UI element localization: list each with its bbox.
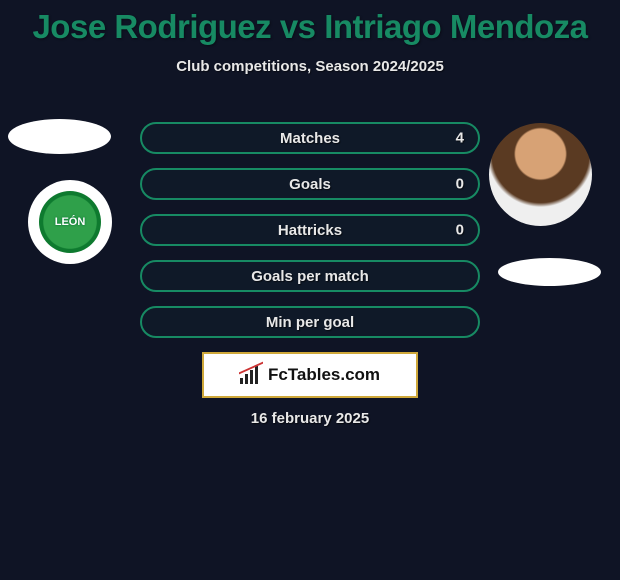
stat-row-hattricks: Hattricks 0	[140, 214, 480, 246]
bar-chart-icon	[240, 366, 262, 384]
page-subtitle: Club competitions, Season 2024/2025	[0, 58, 620, 75]
stat-right-value: 0	[456, 176, 464, 193]
stat-label: Min per goal	[266, 314, 354, 331]
attribution-text: FcTables.com	[268, 365, 380, 385]
player-right-avatar	[489, 123, 592, 226]
stat-row-goals-per-match: Goals per match	[140, 260, 480, 292]
stat-label: Goals per match	[251, 268, 369, 285]
stat-row-matches: Matches 4	[140, 122, 480, 154]
stat-label: Hattricks	[278, 222, 342, 239]
club-badge-text: LEÓN	[39, 191, 101, 253]
stat-row-goals: Goals 0	[140, 168, 480, 200]
stat-right-value: 0	[456, 222, 464, 239]
stat-right-value: 4	[456, 130, 464, 147]
player-left-club-badge: LEÓN	[28, 180, 112, 264]
stat-row-min-per-goal: Min per goal	[140, 306, 480, 338]
player-right-club-placeholder	[498, 258, 601, 286]
page-title: Jose Rodriguez vs Intriago Mendoza	[0, 0, 620, 46]
stat-label: Goals	[289, 176, 331, 193]
player-left-avatar-placeholder	[8, 119, 111, 154]
attribution-box: FcTables.com	[202, 352, 418, 398]
date-text: 16 february 2025	[0, 410, 620, 427]
stat-label: Matches	[280, 130, 340, 147]
stats-list: Matches 4 Goals 0 Hattricks 0 Goals per …	[140, 122, 480, 338]
